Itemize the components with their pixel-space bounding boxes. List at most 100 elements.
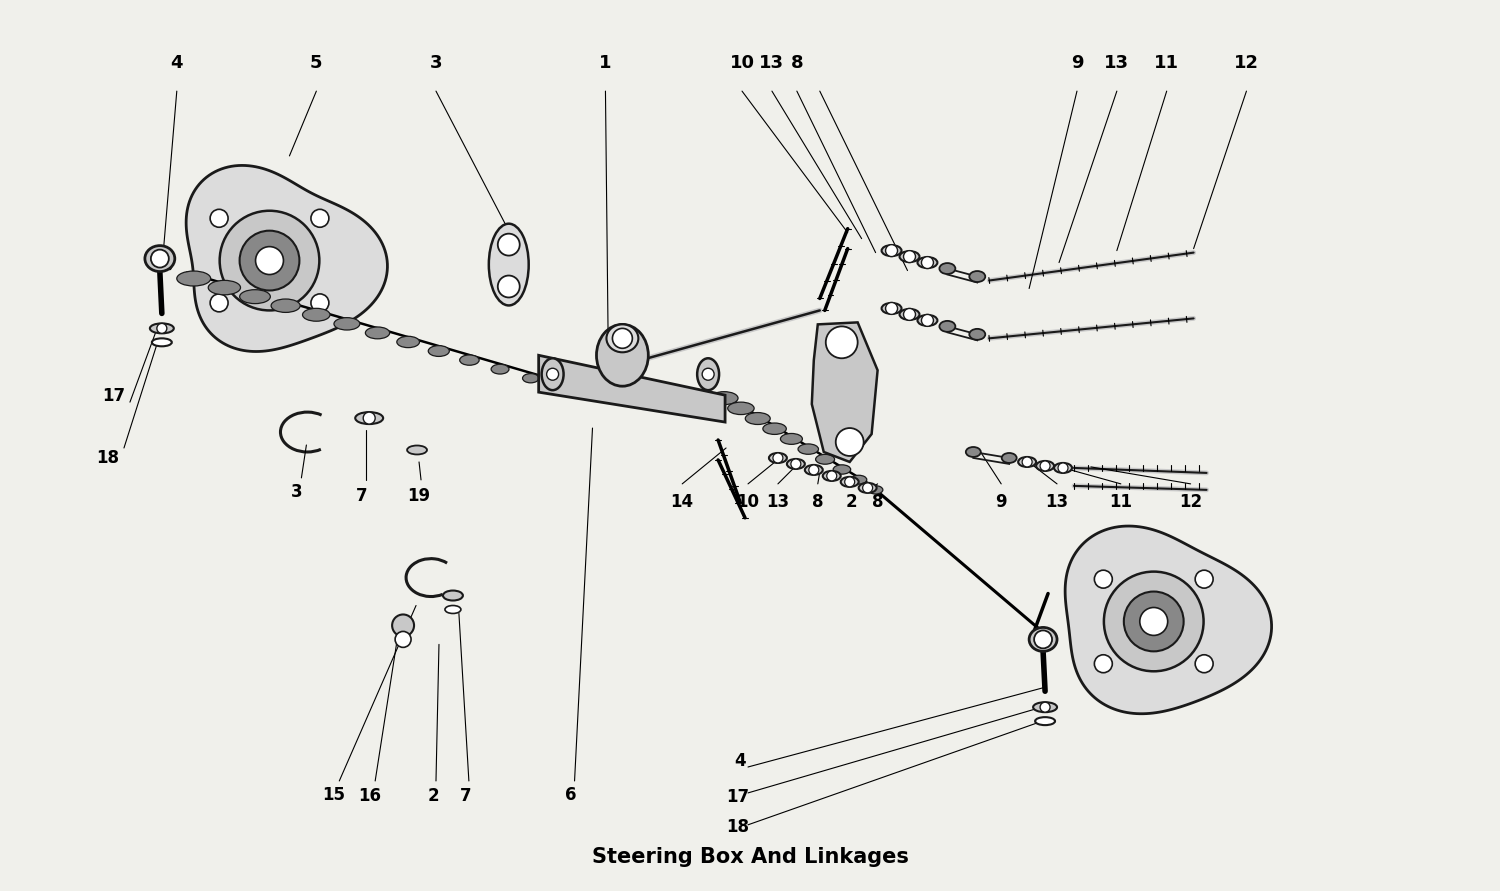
Circle shape bbox=[790, 459, 801, 469]
Text: 9: 9 bbox=[1071, 54, 1083, 72]
Circle shape bbox=[827, 326, 858, 358]
Ellipse shape bbox=[272, 299, 300, 313]
Text: 12: 12 bbox=[1234, 54, 1258, 72]
Ellipse shape bbox=[1029, 627, 1057, 651]
Text: 2: 2 bbox=[846, 493, 858, 511]
Ellipse shape bbox=[966, 447, 981, 457]
Ellipse shape bbox=[177, 271, 210, 286]
Circle shape bbox=[1022, 457, 1032, 467]
Ellipse shape bbox=[522, 373, 538, 383]
Ellipse shape bbox=[918, 315, 938, 326]
Ellipse shape bbox=[1035, 717, 1054, 725]
Circle shape bbox=[921, 315, 933, 326]
Text: 8: 8 bbox=[790, 54, 802, 72]
Polygon shape bbox=[812, 323, 877, 462]
Polygon shape bbox=[538, 356, 724, 422]
Circle shape bbox=[394, 632, 411, 648]
Text: 7: 7 bbox=[460, 787, 471, 805]
Ellipse shape bbox=[918, 257, 938, 268]
Circle shape bbox=[1034, 631, 1052, 649]
Text: 3: 3 bbox=[291, 483, 302, 501]
Ellipse shape bbox=[939, 321, 956, 331]
Text: 8: 8 bbox=[871, 493, 883, 511]
Ellipse shape bbox=[490, 364, 508, 374]
Circle shape bbox=[1196, 570, 1214, 588]
Text: 10: 10 bbox=[736, 493, 759, 511]
Ellipse shape bbox=[770, 453, 788, 463]
Ellipse shape bbox=[152, 339, 172, 347]
Circle shape bbox=[772, 453, 783, 463]
Text: 19: 19 bbox=[408, 486, 430, 505]
Circle shape bbox=[612, 329, 633, 348]
Circle shape bbox=[903, 250, 915, 263]
Circle shape bbox=[240, 231, 300, 290]
Polygon shape bbox=[186, 166, 387, 352]
Ellipse shape bbox=[1002, 453, 1017, 463]
Circle shape bbox=[219, 211, 320, 310]
Ellipse shape bbox=[606, 324, 639, 352]
Ellipse shape bbox=[728, 402, 754, 414]
Polygon shape bbox=[1065, 526, 1272, 714]
Text: 17: 17 bbox=[102, 388, 126, 405]
Text: 3: 3 bbox=[429, 54, 442, 72]
Ellipse shape bbox=[406, 446, 427, 454]
Text: 4: 4 bbox=[734, 752, 746, 770]
Text: 9: 9 bbox=[996, 493, 1006, 511]
Text: 7: 7 bbox=[356, 486, 368, 505]
Circle shape bbox=[903, 308, 915, 321]
Ellipse shape bbox=[840, 477, 858, 486]
Ellipse shape bbox=[356, 413, 382, 424]
Circle shape bbox=[808, 465, 819, 475]
Text: 18: 18 bbox=[96, 449, 120, 467]
Ellipse shape bbox=[882, 245, 902, 256]
Ellipse shape bbox=[746, 413, 770, 424]
Ellipse shape bbox=[442, 591, 464, 601]
Ellipse shape bbox=[429, 346, 450, 356]
Circle shape bbox=[844, 477, 855, 486]
Circle shape bbox=[392, 615, 414, 636]
Circle shape bbox=[210, 294, 228, 312]
Text: 6: 6 bbox=[566, 786, 576, 804]
Circle shape bbox=[921, 257, 933, 268]
Text: Steering Box And Linkages: Steering Box And Linkages bbox=[591, 846, 909, 867]
Text: 8: 8 bbox=[812, 493, 824, 511]
Ellipse shape bbox=[780, 433, 802, 445]
Text: 14: 14 bbox=[670, 493, 694, 511]
Ellipse shape bbox=[868, 486, 883, 494]
Ellipse shape bbox=[939, 263, 956, 274]
Ellipse shape bbox=[710, 392, 738, 405]
Circle shape bbox=[1040, 461, 1050, 471]
Text: 10: 10 bbox=[729, 54, 754, 72]
Ellipse shape bbox=[1034, 702, 1058, 712]
Circle shape bbox=[310, 294, 328, 312]
Ellipse shape bbox=[1019, 457, 1036, 467]
Circle shape bbox=[152, 249, 170, 267]
Ellipse shape bbox=[303, 308, 330, 322]
Text: 11: 11 bbox=[1154, 54, 1179, 72]
Ellipse shape bbox=[969, 271, 986, 282]
Text: 2: 2 bbox=[427, 787, 439, 805]
Text: 15: 15 bbox=[322, 786, 345, 804]
Ellipse shape bbox=[858, 483, 876, 493]
Ellipse shape bbox=[146, 246, 176, 272]
Text: 16: 16 bbox=[357, 787, 381, 805]
Ellipse shape bbox=[969, 329, 986, 339]
Ellipse shape bbox=[806, 465, 824, 475]
Circle shape bbox=[1058, 463, 1068, 473]
Ellipse shape bbox=[900, 309, 920, 320]
Ellipse shape bbox=[334, 318, 360, 330]
Text: 13: 13 bbox=[759, 54, 784, 72]
Text: 13: 13 bbox=[766, 493, 789, 511]
Text: 18: 18 bbox=[726, 818, 750, 836]
Circle shape bbox=[1040, 702, 1050, 712]
Circle shape bbox=[498, 275, 519, 298]
Ellipse shape bbox=[833, 465, 850, 474]
Circle shape bbox=[1095, 655, 1113, 673]
Circle shape bbox=[885, 245, 897, 257]
Ellipse shape bbox=[542, 358, 564, 390]
Ellipse shape bbox=[366, 327, 390, 339]
Ellipse shape bbox=[764, 423, 786, 435]
Ellipse shape bbox=[816, 454, 834, 464]
Circle shape bbox=[1196, 655, 1214, 673]
Ellipse shape bbox=[1054, 463, 1072, 473]
